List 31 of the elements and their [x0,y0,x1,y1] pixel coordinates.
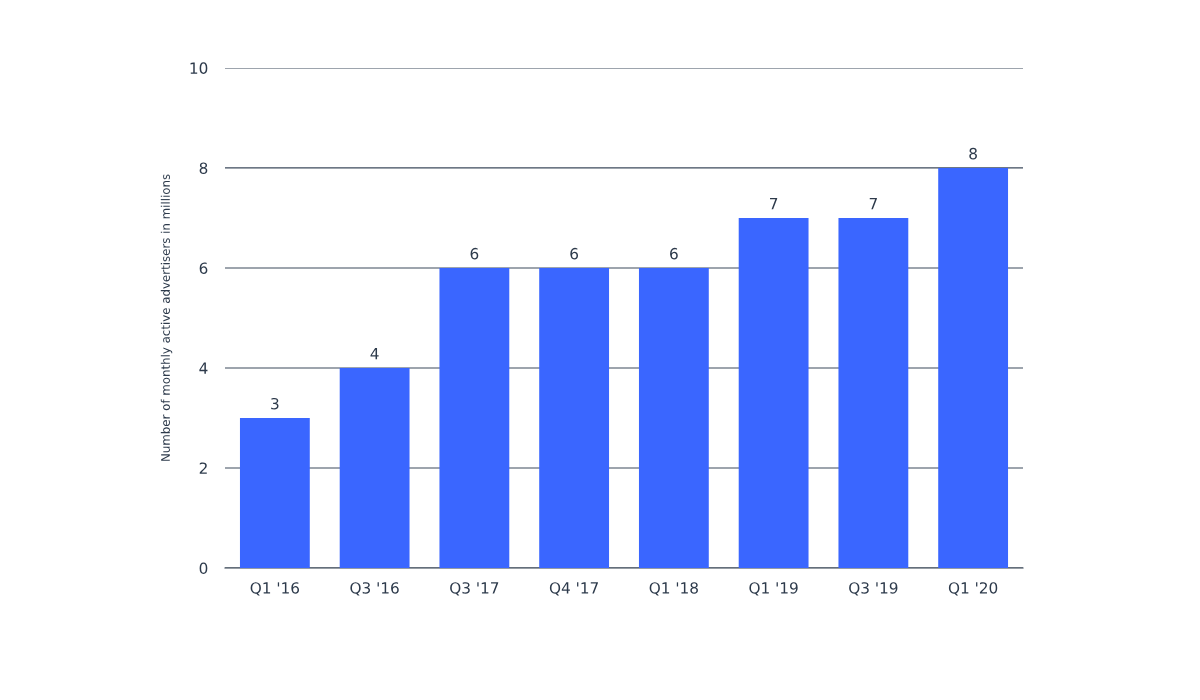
x-tick-label: Q1 '18 [649,582,698,596]
bar [339,367,410,568]
bar [938,167,1009,568]
y-tick-label: 4 [199,362,208,374]
data-label: 6 [470,247,479,260]
y-tick-label: 6 [199,262,208,274]
y-tick-label: 0 [199,562,208,574]
x-tick-label: Q1 '16 [250,582,300,596]
x-tick-label: Q1 '19 [749,582,798,596]
bar [439,267,510,568]
data-label: 6 [670,247,678,260]
bar [638,267,709,568]
x-tick-label: Q3 '16 [350,582,399,596]
data-label: 6 [570,247,579,260]
data-label: 7 [770,198,778,210]
y-tick-label: 8 [199,162,208,174]
data-label: 4 [370,348,379,360]
x-tick-label: Q1 '20 [948,582,998,596]
bar [838,217,909,568]
data-label: 7 [869,198,877,210]
bar [239,417,310,568]
bar [539,267,610,568]
x-tick-label: Q3 '19 [849,582,898,596]
data-label: 3 [271,397,279,410]
y-axis-title: Number of monthly active advertisers in millions [160,174,173,461]
x-tick-label: Q4 '17 [549,582,598,596]
y-tick-label: 10 [190,62,208,74]
bar [738,217,809,568]
x-tick-label: Q3 '17 [450,582,499,596]
y-tick-label: 2 [199,462,207,474]
data-label: 8 [969,147,977,160]
